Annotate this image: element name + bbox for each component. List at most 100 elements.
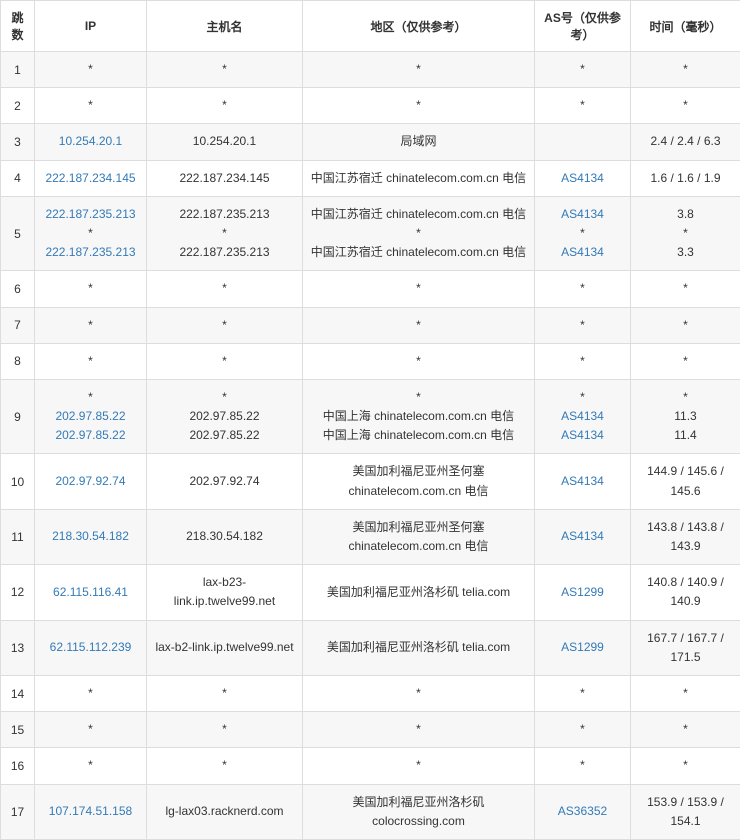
cell-host-value: * <box>153 316 296 335</box>
cell-host: * <box>147 712 303 748</box>
cell-geo: 中国江苏宿迁 chinatelecom.com.cn 电信 <box>303 160 535 196</box>
cell-ip-value[interactable]: 222.187.234.145 <box>41 169 140 188</box>
cell-asn-value[interactable]: AS36352 <box>541 802 624 821</box>
cell-asn-value: * <box>541 684 624 703</box>
cell-asn: * <box>535 343 631 379</box>
cell-ip-value: * <box>41 720 140 739</box>
cell-hop: 14 <box>1 675 35 711</box>
cell-geo: 局域网 <box>303 124 535 160</box>
cell-time-value: 153.9 / 153.9 / 154.1 <box>637 793 734 831</box>
traceroute-table: 跳数 IP 主机名 地区（仅供参考） AS号（仅供参考） 时间（毫秒） 1***… <box>0 0 740 840</box>
cell-ip-value[interactable]: 10.254.20.1 <box>41 132 140 151</box>
cell-time-value: * <box>637 720 734 739</box>
cell-host-value: * <box>153 279 296 298</box>
cell-host: * <box>147 307 303 343</box>
cell-asn-value[interactable]: AS4134 <box>541 407 624 426</box>
cell-time: 144.9 / 145.6 / 145.6 <box>631 454 740 509</box>
cell-asn-value: * <box>541 352 624 371</box>
cell-ip-value: * <box>41 388 140 407</box>
cell-geo-value: * <box>309 60 528 79</box>
cell-time: 153.9 / 153.9 / 154.1 <box>631 784 740 839</box>
cell-ip: * <box>35 271 147 307</box>
cell-ip-value[interactable]: 222.187.235.213 <box>41 205 140 224</box>
cell-asn-value[interactable]: AS4134 <box>541 205 624 224</box>
cell-ip-value[interactable]: 202.97.85.22 <box>41 407 140 426</box>
table-row: 7***** <box>1 307 740 343</box>
cell-asn-value: * <box>541 60 624 79</box>
cell-time: * <box>631 712 740 748</box>
cell-time: 167.7 / 167.7 / 171.5 <box>631 620 740 675</box>
cell-asn-value[interactable]: AS4134 <box>541 426 624 445</box>
cell-time: 140.8 / 140.9 / 140.9 <box>631 565 740 620</box>
table-row: 10202.97.92.74202.97.92.74美国加利福尼亚州圣何塞 ch… <box>1 454 740 509</box>
cell-ip-value[interactable]: 202.97.85.22 <box>41 426 140 445</box>
cell-hop: 4 <box>1 160 35 196</box>
cell-ip-value[interactable]: 62.115.112.239 <box>41 638 140 657</box>
cell-ip: * <box>35 675 147 711</box>
cell-host-value: 202.97.92.74 <box>153 472 296 491</box>
cell-ip: 10.254.20.1 <box>35 124 147 160</box>
cell-time: *11.311.4 <box>631 379 740 454</box>
cell-host: lg-lax03.racknerd.com <box>147 784 303 839</box>
cell-geo-value: 中国江苏宿迁 chinatelecom.com.cn 电信 <box>309 205 528 224</box>
cell-time: 1.6 / 1.6 / 1.9 <box>631 160 740 196</box>
cell-time-value: 3.3 <box>637 243 734 262</box>
cell-asn: * <box>535 271 631 307</box>
cell-asn: AS4134 <box>535 454 631 509</box>
cell-asn-value[interactable]: AS1299 <box>541 638 624 657</box>
cell-ip: 62.115.116.41 <box>35 565 147 620</box>
cell-asn-value[interactable]: AS4134 <box>541 169 624 188</box>
cell-ip: * <box>35 88 147 124</box>
cell-geo-value: 美国加利福尼亚州洛杉矶 telia.com <box>309 638 528 657</box>
cell-ip-value[interactable]: 222.187.235.213 <box>41 243 140 262</box>
cell-asn-value[interactable]: AS4134 <box>541 243 624 262</box>
cell-ip-value: * <box>41 316 140 335</box>
cell-host-value: * <box>153 684 296 703</box>
cell-time-value: * <box>637 316 734 335</box>
cell-time: * <box>631 675 740 711</box>
cell-geo-value: 中国江苏宿迁 chinatelecom.com.cn 电信 <box>309 169 528 188</box>
cell-host-value: 218.30.54.182 <box>153 527 296 546</box>
col-ip: IP <box>35 1 147 52</box>
cell-hop: 7 <box>1 307 35 343</box>
cell-ip-value[interactable]: 62.115.116.41 <box>41 583 140 602</box>
cell-asn-value[interactable]: AS4134 <box>541 472 624 491</box>
cell-host-value: 202.97.85.22 <box>153 426 296 445</box>
cell-ip: * <box>35 52 147 88</box>
cell-host-value: 222.187.235.213 <box>153 243 296 262</box>
cell-ip: 62.115.112.239 <box>35 620 147 675</box>
cell-hop: 11 <box>1 509 35 564</box>
table-header-row: 跳数 IP 主机名 地区（仅供参考） AS号（仅供参考） 时间（毫秒） <box>1 1 740 52</box>
cell-ip: * <box>35 343 147 379</box>
cell-geo: 美国加利福尼亚州洛杉矶 telia.com <box>303 620 535 675</box>
cell-time-value: 11.3 <box>637 407 734 426</box>
cell-ip-value[interactable]: 202.97.92.74 <box>41 472 140 491</box>
cell-time-value: * <box>637 279 734 298</box>
cell-ip-value[interactable]: 107.174.51.158 <box>41 802 140 821</box>
cell-host: 10.254.20.1 <box>147 124 303 160</box>
cell-host-value: 222.187.234.145 <box>153 169 296 188</box>
table-row: 1***** <box>1 52 740 88</box>
cell-hop: 17 <box>1 784 35 839</box>
cell-host: * <box>147 343 303 379</box>
cell-asn: AS36352 <box>535 784 631 839</box>
cell-hop: 2 <box>1 88 35 124</box>
cell-host-value: 10.254.20.1 <box>153 132 296 151</box>
cell-asn-value[interactable]: AS1299 <box>541 583 624 602</box>
cell-host: 202.97.92.74 <box>147 454 303 509</box>
col-host: 主机名 <box>147 1 303 52</box>
cell-geo-value: * <box>309 756 528 775</box>
table-row: 5222.187.235.213*222.187.235.213222.187.… <box>1 196 740 271</box>
cell-asn-value[interactable]: AS4134 <box>541 527 624 546</box>
cell-hop: 15 <box>1 712 35 748</box>
cell-geo: 美国加利福尼亚州洛杉矶 telia.com <box>303 565 535 620</box>
cell-geo-value: * <box>309 96 528 115</box>
cell-ip: 222.187.235.213*222.187.235.213 <box>35 196 147 271</box>
cell-geo: 美国加利福尼亚州圣何塞 chinatelecom.com.cn 电信 <box>303 509 535 564</box>
cell-ip-value[interactable]: 218.30.54.182 <box>41 527 140 546</box>
table-row: 15***** <box>1 712 740 748</box>
table-row: 1362.115.112.239lax-b2-link.ip.twelve99.… <box>1 620 740 675</box>
cell-time: * <box>631 271 740 307</box>
cell-geo-value: * <box>309 720 528 739</box>
cell-host-value: lax-b2-link.ip.twelve99.net <box>153 638 296 657</box>
